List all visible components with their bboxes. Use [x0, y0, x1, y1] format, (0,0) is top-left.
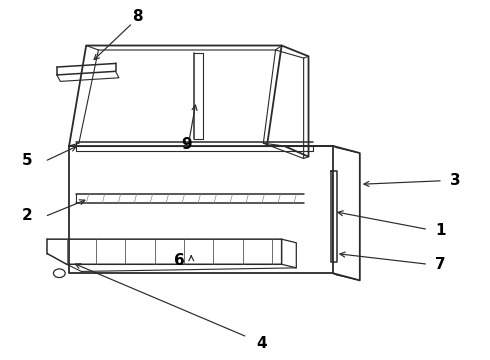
- Text: 3: 3: [450, 172, 461, 188]
- Text: 7: 7: [435, 257, 446, 272]
- Text: 8: 8: [132, 9, 143, 24]
- Text: 2: 2: [22, 208, 33, 223]
- Text: 5: 5: [22, 153, 33, 168]
- Text: 1: 1: [435, 223, 446, 238]
- Text: 9: 9: [181, 137, 192, 152]
- Text: 6: 6: [173, 253, 184, 268]
- Text: 4: 4: [257, 336, 268, 351]
